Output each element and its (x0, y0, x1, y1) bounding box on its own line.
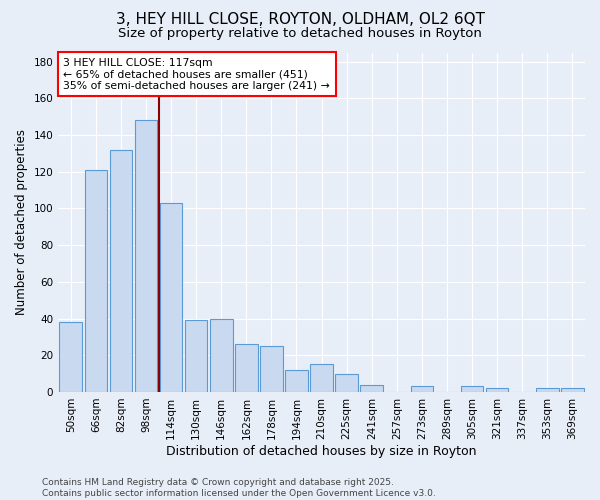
Bar (361, 384, 383, 392)
Bar (285, 370, 308, 392)
Y-axis label: Number of detached properties: Number of detached properties (15, 129, 28, 315)
Bar (335, 374, 358, 392)
Bar (85, 170, 107, 392)
Bar (310, 364, 333, 392)
Bar (110, 150, 132, 392)
Bar (210, 318, 233, 392)
Bar (59, 322, 82, 392)
Bar (235, 344, 257, 392)
Bar (536, 388, 559, 392)
Bar (185, 320, 208, 392)
Bar (410, 386, 433, 392)
Bar (134, 120, 157, 392)
Bar (486, 388, 508, 392)
Bar (160, 203, 182, 392)
Text: 3 HEY HILL CLOSE: 117sqm
← 65% of detached houses are smaller (451)
35% of semi-: 3 HEY HILL CLOSE: 117sqm ← 65% of detach… (64, 58, 330, 91)
X-axis label: Distribution of detached houses by size in Royton: Distribution of detached houses by size … (166, 444, 477, 458)
Text: Contains HM Land Registry data © Crown copyright and database right 2025.
Contai: Contains HM Land Registry data © Crown c… (42, 478, 436, 498)
Bar (260, 346, 283, 392)
Bar (461, 386, 484, 392)
Text: Size of property relative to detached houses in Royton: Size of property relative to detached ho… (118, 28, 482, 40)
Bar (561, 388, 584, 392)
Text: 3, HEY HILL CLOSE, ROYTON, OLDHAM, OL2 6QT: 3, HEY HILL CLOSE, ROYTON, OLDHAM, OL2 6… (115, 12, 485, 28)
